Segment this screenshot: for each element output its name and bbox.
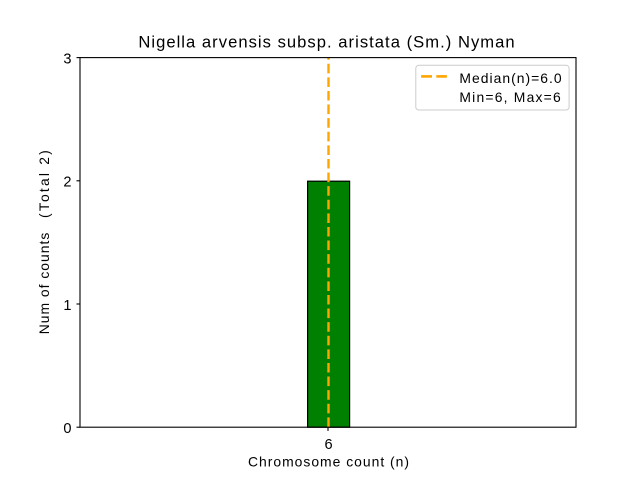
svg-text:(Total 2): (Total 2) [36,148,52,218]
svg-text:Nigella arvensis subsp. arista: Nigella arvensis subsp. aristata (Sm.) N… [138,33,515,52]
svg-text:Min=6, Max=6: Min=6, Max=6 [459,89,562,105]
svg-text:1: 1 [63,298,71,314]
svg-text:Median(n)=6.0: Median(n)=6.0 [459,70,562,86]
svg-text:2: 2 [63,175,71,191]
svg-text:Chromosome count (n): Chromosome count (n) [248,453,410,469]
svg-text:Num of counts: Num of counts [36,232,52,335]
svg-text:0: 0 [63,421,71,437]
svg-text:3: 3 [63,51,71,67]
svg-text:6: 6 [324,437,332,453]
